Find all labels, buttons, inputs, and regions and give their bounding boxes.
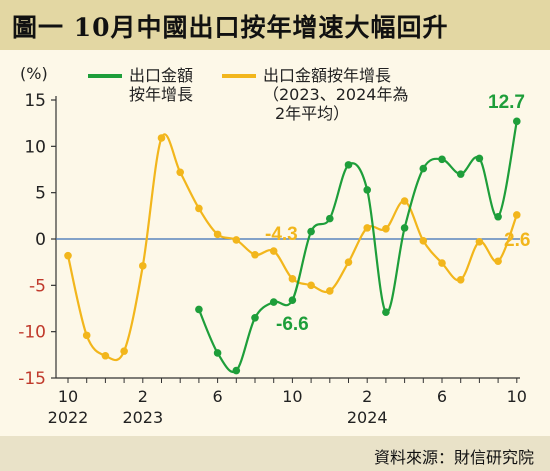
data-point-export-growth-2yr-avg [419, 237, 428, 245]
y-tick-label: 10 [24, 137, 46, 157]
x-tick-label: 6 [437, 387, 447, 406]
data-point-export-growth-2yr-avg [344, 258, 353, 266]
data-point-export-growth-2yr-avg [101, 351, 110, 360]
value-annotation: 2.6 [504, 230, 530, 251]
data-point-export-growth-2yr-avg [382, 225, 390, 233]
data-point-export-growth [195, 305, 203, 314]
data-point-export-growth-2yr-avg [456, 275, 465, 284]
title-bar [0, 0, 550, 50]
x-tick-year-label: 2024 [347, 408, 388, 427]
data-point-export-growth [382, 308, 390, 317]
x-tick-year-label: 2022 [48, 408, 89, 427]
data-point-export-growth [251, 313, 259, 322]
data-point-export-growth [494, 212, 502, 221]
y-axis-unit: (%) [20, 64, 48, 83]
data-point-export-growth [344, 161, 353, 169]
x-tick-year-label: 2023 [122, 408, 163, 427]
legend-label-export-growth: 按年增長 [129, 85, 193, 104]
data-point-export-growth [419, 164, 428, 173]
line-chart: (%) 15 10 5 0 -5 -10 -15 10 2022 2 2023 6 10 2 2024 6 10 出… [18, 64, 530, 427]
y-tick-label: 5 [35, 184, 46, 204]
data-point-export-growth-2yr-avg [513, 211, 521, 219]
chart-title: 圖一 10月中國出口按年增速大幅回升 [12, 13, 449, 42]
data-point-export-growth-2yr-avg [494, 257, 502, 266]
x-tick-label: 6 [213, 387, 223, 406]
data-point-export-growth [269, 298, 278, 306]
data-point-export-growth-2yr-avg [64, 251, 72, 260]
data-point-export-growth-2yr-avg [400, 197, 409, 205]
x-tick-label: 2 [138, 387, 148, 406]
data-point-export-growth-2yr-avg [139, 262, 147, 270]
data-point-export-growth [438, 155, 446, 164]
data-point-export-growth-2yr-avg [307, 281, 315, 290]
value-annotation: -4.3 [265, 224, 298, 245]
data-point-export-growth-2yr-avg [363, 224, 372, 232]
legend-label-export-growth-2yr-avg: （2023、2024年為 [263, 85, 408, 104]
data-point-export-growth [475, 154, 484, 163]
data-point-export-growth [288, 296, 297, 304]
data-point-export-growth [400, 224, 409, 232]
data-point-export-growth [456, 170, 465, 178]
series-line-export-growth [197, 121, 518, 374]
data-point-export-growth [513, 117, 521, 126]
legend-label-export-growth-2yr-avg: 出口金額按年增長 [263, 66, 391, 85]
data-point-export-growth-2yr-avg [326, 287, 334, 295]
data-point-export-growth-2yr-avg [269, 247, 278, 255]
data-point-export-growth-2yr-avg [195, 204, 203, 213]
data-point-export-growth [232, 366, 241, 375]
data-point-export-growth-2yr-avg [232, 236, 241, 244]
data-point-export-growth-2yr-avg [213, 230, 222, 239]
y-tick-label: -5 [29, 276, 46, 296]
source-note: 資料來源：財信研究院 [373, 448, 534, 467]
value-annotation: -6.6 [276, 314, 309, 335]
legend-label-export-growth: 出口金額 [129, 66, 193, 85]
legend-label-export-growth-2yr-avg: 2年平均） [275, 104, 349, 123]
y-tick-label: -15 [18, 369, 46, 389]
x-tick-label: 10 [282, 387, 302, 406]
data-point-export-growth-2yr-avg [475, 237, 484, 246]
data-point-export-growth-2yr-avg [82, 331, 91, 340]
data-point-export-growth-2yr-avg [288, 275, 297, 283]
data-point-export-growth-2yr-avg [251, 250, 259, 259]
data-point-export-growth-2yr-avg [157, 134, 166, 142]
x-tick-label: 10 [58, 387, 78, 406]
value-annotation: 12.7 [488, 92, 525, 113]
data-point-export-growth [213, 349, 222, 357]
source-bar [0, 436, 550, 471]
x-tick-label: 10 [507, 387, 527, 406]
data-point-export-growth [326, 214, 334, 223]
data-point-export-growth-2yr-avg [120, 347, 128, 355]
y-tick-label: 15 [24, 91, 46, 111]
x-tick-label: 2 [362, 387, 372, 406]
y-tick-label: 0 [35, 230, 46, 250]
data-point-export-growth [363, 186, 372, 194]
y-tick-label: -10 [18, 323, 46, 343]
data-point-export-growth-2yr-avg [438, 259, 446, 267]
data-point-export-growth-2yr-avg [176, 168, 184, 177]
data-point-export-growth [307, 227, 315, 236]
